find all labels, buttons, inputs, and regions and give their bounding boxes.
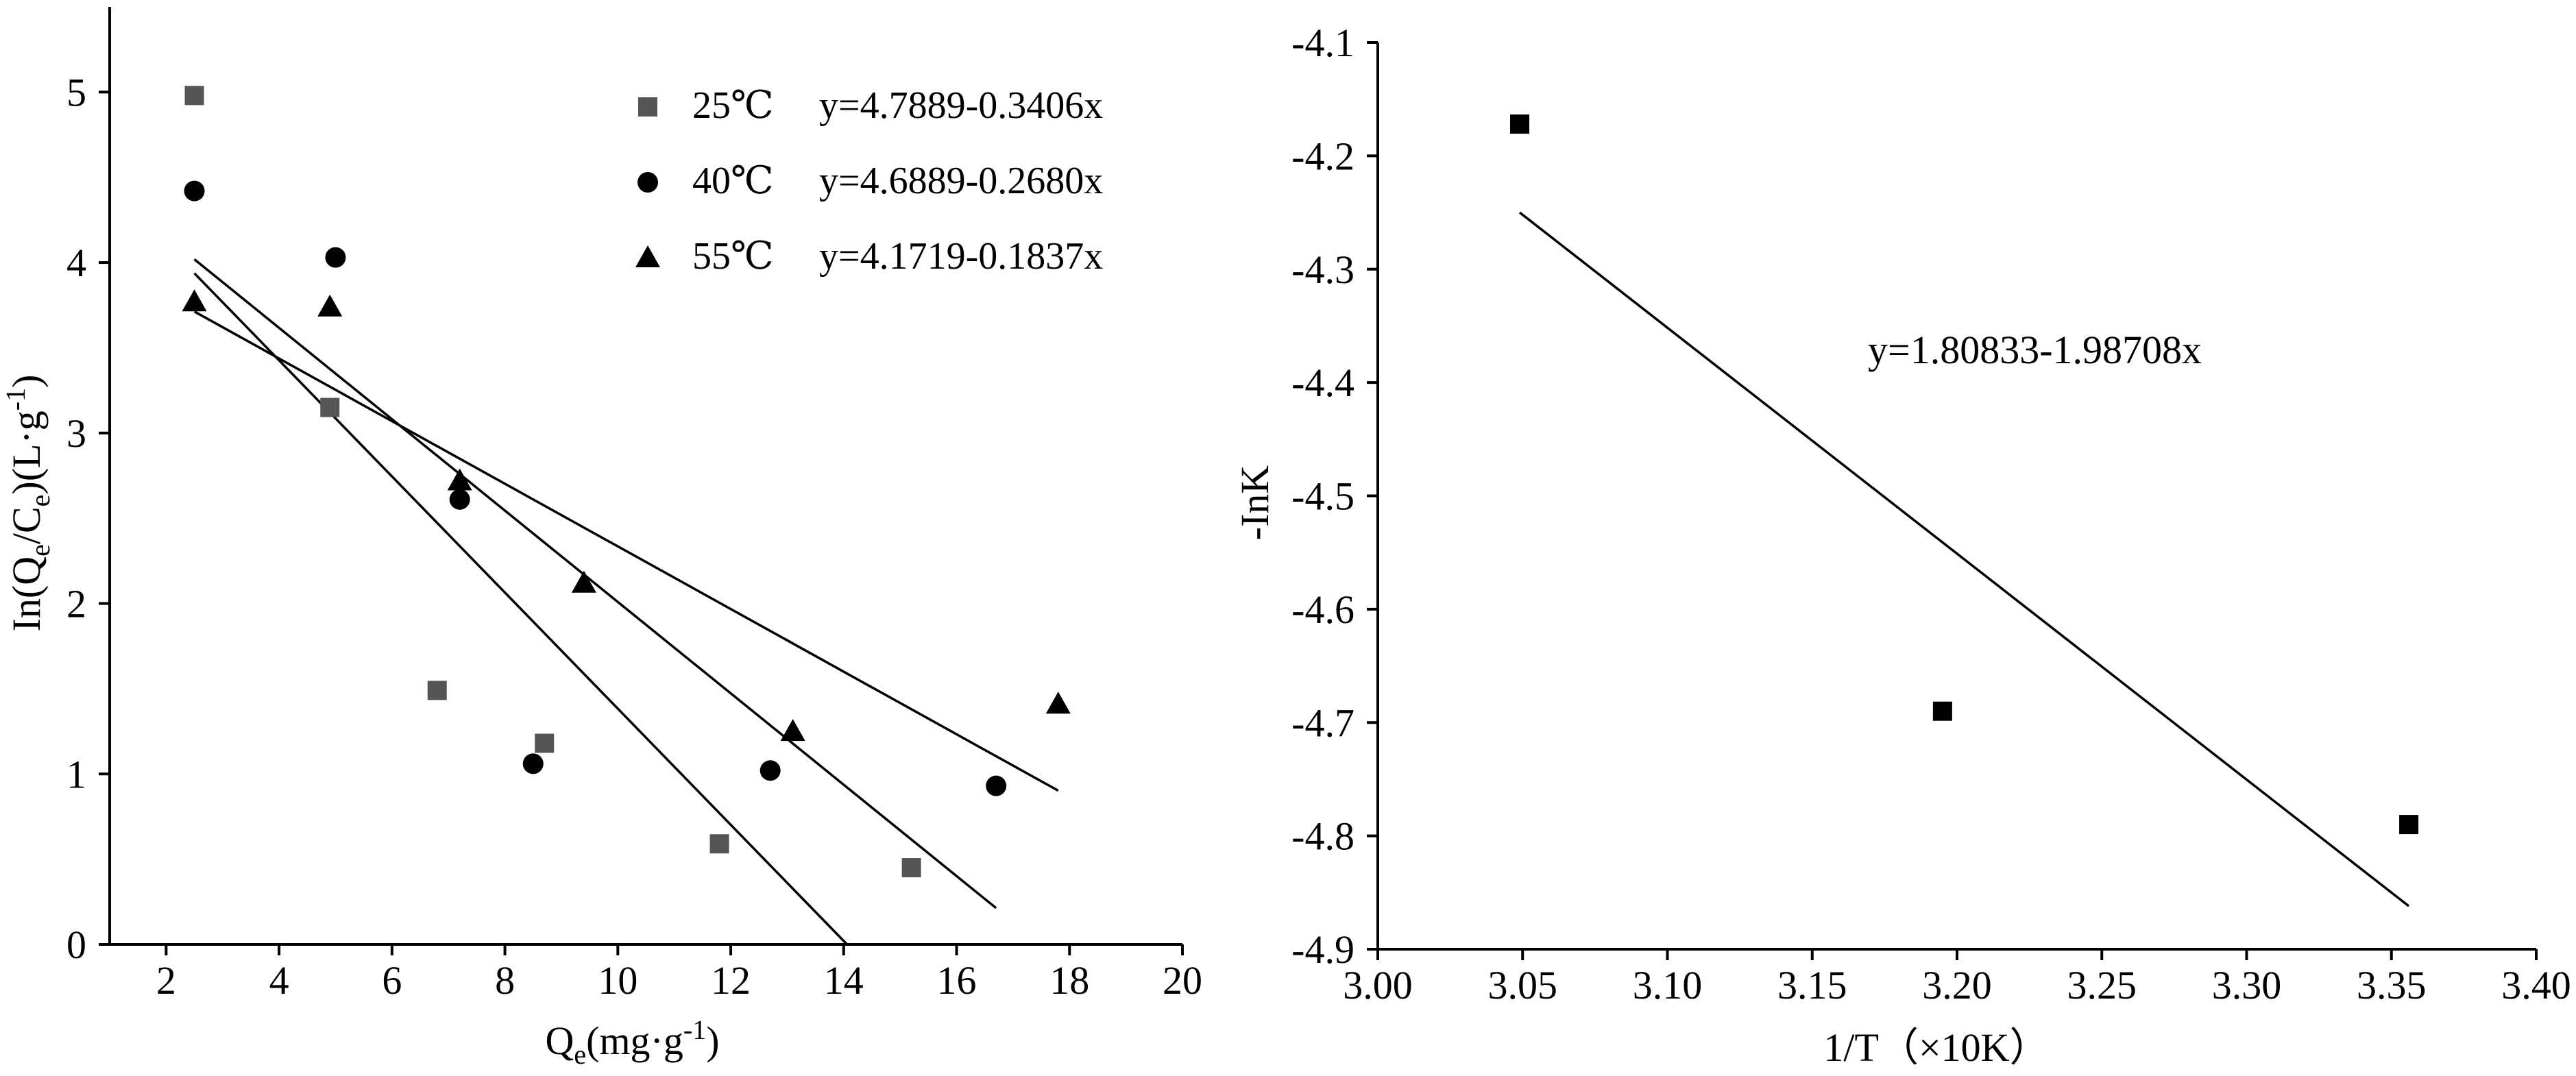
x-tick-label: 18 bbox=[1049, 958, 1089, 1003]
legend-marker-triangle bbox=[635, 245, 660, 267]
x-axis-title: Qe(mg·g-1) bbox=[545, 1014, 719, 1070]
fit-line bbox=[1518, 211, 2410, 907]
x-tick-label: 3.25 bbox=[2067, 963, 2137, 1007]
data-point-square bbox=[184, 86, 204, 106]
legend-label: 25℃ bbox=[692, 84, 774, 127]
data-point-triangle bbox=[182, 289, 207, 312]
y-tick-label: -4.1 bbox=[1291, 21, 1354, 65]
legend-marker-square bbox=[638, 97, 657, 117]
fit-line-triangle bbox=[193, 310, 1059, 792]
data-point-triangle bbox=[1045, 692, 1071, 714]
data-point-triangle bbox=[571, 570, 596, 593]
data-point-circle bbox=[522, 753, 544, 774]
data-point-square bbox=[1932, 701, 1952, 721]
data-point-circle bbox=[184, 180, 205, 201]
x-tick-label: 14 bbox=[824, 958, 864, 1003]
y-tick-label: -4.4 bbox=[1291, 360, 1354, 405]
y-tick-label: 2 bbox=[66, 582, 86, 626]
x-axis-title: 1/T（×10K） bbox=[1823, 1025, 2049, 1070]
data-point-square bbox=[535, 733, 555, 753]
y-tick-label: 1 bbox=[66, 752, 86, 796]
y-tick-label: 4 bbox=[66, 241, 86, 285]
x-tick-label: 3.20 bbox=[1922, 963, 1992, 1007]
data-point-triangle bbox=[780, 719, 805, 742]
y-tick-label: 0 bbox=[66, 922, 86, 967]
legend-equation: y=4.7889-0.3406x bbox=[819, 84, 1103, 127]
y-tick-label: -4.9 bbox=[1291, 927, 1354, 972]
x-tick-label: 3.10 bbox=[1633, 963, 1703, 1007]
x-tick-label: 3.00 bbox=[1343, 963, 1413, 1007]
legend-equation: y=4.6889-0.2680x bbox=[819, 160, 1103, 202]
y-tick-label: -4.2 bbox=[1291, 134, 1354, 178]
y-tick-label: -4.6 bbox=[1291, 587, 1354, 632]
data-point-square bbox=[709, 834, 729, 854]
x-tick-label: 2 bbox=[156, 958, 176, 1003]
legend-label: 55℃ bbox=[692, 235, 774, 278]
data-point-circle bbox=[760, 760, 781, 781]
x-tick-label: 3.35 bbox=[2357, 963, 2427, 1007]
legend-marker-circle bbox=[637, 172, 658, 193]
data-point-triangle bbox=[447, 468, 472, 491]
x-tick-label: 12 bbox=[711, 958, 751, 1003]
x-tick-label: 3.15 bbox=[1777, 963, 1847, 1007]
legend-equation: y=4.1719-0.1837x bbox=[819, 235, 1103, 278]
x-tick-label: 16 bbox=[937, 958, 977, 1003]
data-point-circle bbox=[986, 775, 1007, 796]
y-tick-label: 3 bbox=[66, 411, 86, 456]
fit-line-square bbox=[193, 272, 848, 946]
fit-line-circle bbox=[193, 258, 997, 909]
data-point-square bbox=[2399, 815, 2419, 835]
x-tick-label: 3.40 bbox=[2501, 963, 2571, 1007]
data-point-square bbox=[1510, 114, 1530, 134]
data-point-circle bbox=[325, 247, 346, 268]
data-point-circle bbox=[449, 489, 470, 510]
x-tick-label: 3.30 bbox=[2212, 963, 2282, 1007]
x-tick-label: 3.05 bbox=[1488, 963, 1558, 1007]
x-tick-label: 8 bbox=[495, 958, 515, 1003]
data-point-triangle bbox=[317, 294, 343, 317]
y-tick-label: -4.5 bbox=[1291, 474, 1354, 519]
y-axis-title: -InK bbox=[1232, 465, 1277, 541]
x-tick-label: 10 bbox=[598, 958, 637, 1003]
y-tick-label: -4.3 bbox=[1291, 247, 1354, 292]
y-axis-title: In(Qe/Ce)(L·g-1) bbox=[0, 375, 56, 632]
fit-equation: y=1.80833-1.98708x bbox=[1868, 328, 2202, 372]
x-tick-label: 6 bbox=[382, 958, 402, 1003]
data-point-square bbox=[320, 398, 340, 417]
isotherm-chart: 2 4 6 8 10 12 14 16 18 20012345Qe(mg·g-1)In(Qe/Ce… bbox=[0, 7, 1202, 1070]
y-tick-label: 5 bbox=[66, 70, 86, 114]
legend-label: 40℃ bbox=[692, 160, 774, 202]
y-tick-label: -4.8 bbox=[1291, 814, 1354, 859]
data-point-square bbox=[427, 681, 447, 700]
x-tick-label: 20 bbox=[1163, 958, 1202, 1003]
thermodynamic-chart: 3.00 3.05 3.10 3.15 3.20 3.25 3.30 3.35 3.40 -4.1… bbox=[1232, 21, 2571, 1070]
data-point-square bbox=[901, 858, 921, 878]
y-tick-label: -4.7 bbox=[1291, 700, 1354, 745]
x-tick-label: 4 bbox=[269, 958, 289, 1003]
